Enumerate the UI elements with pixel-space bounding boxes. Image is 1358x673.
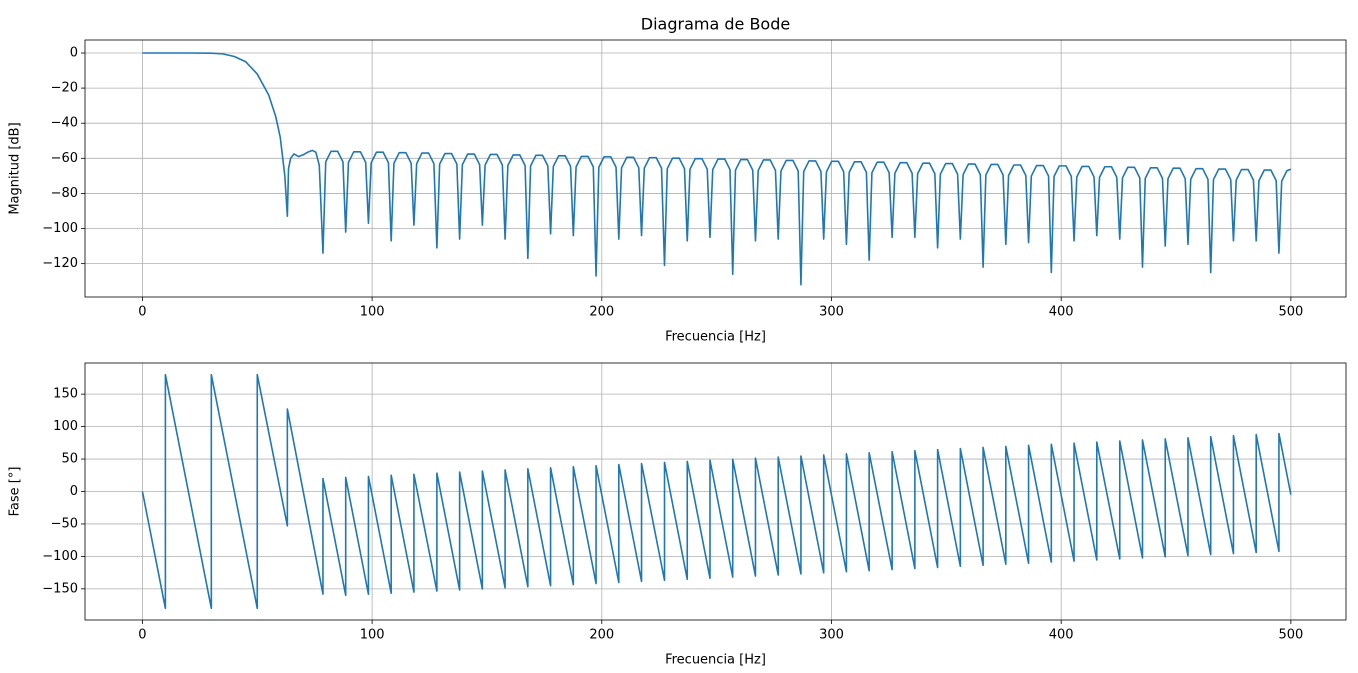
data-line	[142, 52, 1292, 286]
y-axis-label: Fase [°]	[8, 467, 23, 517]
y-tick-label: −100	[42, 549, 78, 564]
y-tick-label: 0	[70, 45, 78, 60]
y-tick-label: 100	[53, 419, 78, 434]
x-tick-label: 0	[138, 628, 146, 643]
x-tick-label: 300	[819, 628, 844, 643]
data-line	[141, 373, 1292, 610]
y-tick-label: −150	[42, 581, 78, 596]
y-tick-label: 150	[53, 387, 78, 402]
x-tick-label: 400	[1049, 305, 1074, 320]
x-tick-label: 100	[360, 628, 385, 643]
y-axis-label: Magnitud [dB]	[8, 122, 23, 214]
y-tick-label: −120	[42, 256, 78, 271]
x-tick-label: 100	[360, 305, 385, 320]
y-tick-label: 50	[61, 452, 78, 467]
y-tick-label: −20	[51, 81, 78, 96]
x-tick-label: 500	[1278, 628, 1303, 643]
y-tick-label: 0	[70, 484, 78, 499]
x-tick-label: 0	[138, 305, 146, 320]
y-tick-label: −60	[51, 151, 78, 166]
y-tick-label: −100	[42, 221, 78, 236]
x-tick-label: 300	[819, 305, 844, 320]
x-tick-label: 400	[1049, 628, 1074, 643]
x-axis-label: Frecuencia [Hz]	[665, 330, 766, 345]
chart-title: Diagrama de Bode	[641, 15, 790, 34]
y-tick-label: −80	[51, 186, 78, 201]
x-tick-label: 200	[589, 628, 614, 643]
y-tick-label: −40	[51, 116, 78, 131]
x-axis-label: Frecuencia [Hz]	[665, 653, 766, 668]
y-tick-label: −50	[51, 516, 78, 531]
axes-frame	[84, 362, 1347, 621]
x-tick-label: 200	[589, 305, 614, 320]
x-tick-label: 500	[1278, 305, 1303, 320]
axes-frame	[84, 39, 1347, 298]
